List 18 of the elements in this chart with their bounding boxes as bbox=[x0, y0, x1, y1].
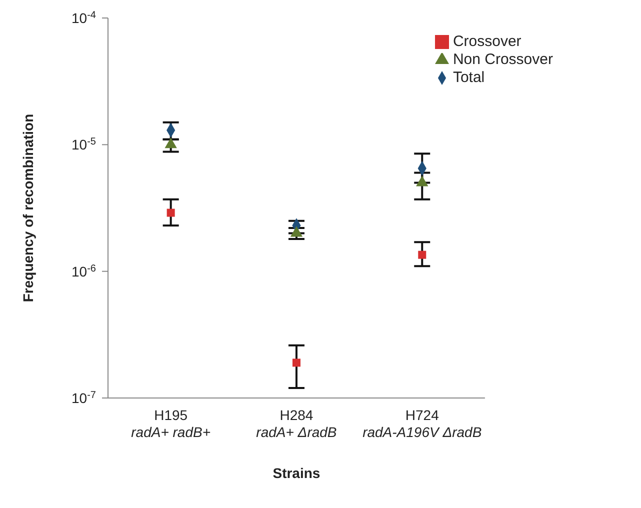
legend-label: Total bbox=[452, 69, 485, 86]
point bbox=[416, 176, 428, 186]
x-axis-title: Strains bbox=[272, 465, 320, 481]
point bbox=[164, 138, 177, 148]
y-tick-label: 10$^{-4}$ bbox=[72, 10, 96, 26]
point bbox=[166, 208, 175, 217]
point bbox=[292, 358, 300, 367]
y-tick-label: 10$^{-7}$ bbox=[72, 390, 96, 406]
y-axis-title: Frequency of recombination bbox=[20, 114, 36, 302]
x-tick-label: H724 radA-A196V ΔradB bbox=[362, 407, 482, 440]
y-tick-label: 10$^{-5}$ bbox=[72, 136, 96, 153]
point bbox=[290, 226, 303, 237]
point bbox=[418, 250, 426, 259]
legend-label: Crossover bbox=[452, 33, 522, 50]
y-tick-label: 10$^{-6}$ bbox=[72, 262, 96, 280]
x-tick-label: H195 radA+ radB+ bbox=[131, 407, 211, 440]
x-tick-label: H284 radA+ ΔradB bbox=[256, 407, 337, 440]
legend-label: Non Crossover bbox=[452, 51, 553, 68]
